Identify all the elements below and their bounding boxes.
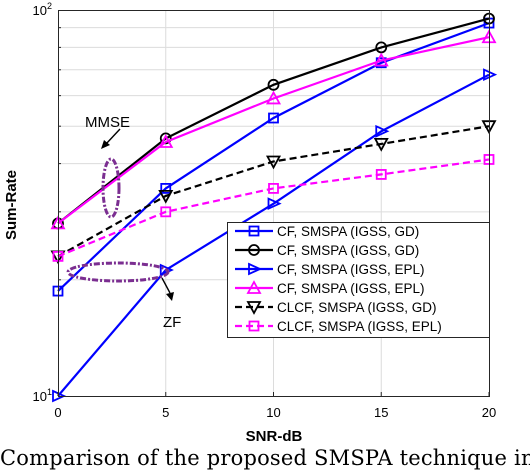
axis-ticks: 0 5 10 15 20 101 102 (33, 1, 497, 420)
legend-label: CLCF, SMSPA (IGSS, EPL) (277, 319, 442, 334)
legend-label: CF, SMSPA (IGSS, EPL) (277, 262, 425, 277)
legend-entry: CLCF, SMSPA (IGSS, EPL) (235, 319, 442, 334)
zf-label: ZF (163, 314, 181, 331)
series-line (57, 36, 490, 225)
data-point (265, 90, 282, 105)
legend-label: CF, SMSPA (IGSS, EPL) (277, 281, 425, 296)
series-line (57, 125, 490, 258)
legend-entry: CF, SMSPA (IGSS, GD) (235, 224, 419, 239)
data-point (375, 169, 387, 180)
zf-arrow (161, 277, 171, 294)
data-point (375, 124, 390, 138)
legend-label: CLCF, SMSPA (IGSS, GD) (277, 300, 437, 315)
data-point (268, 183, 279, 194)
series-line (57, 22, 490, 292)
data-point (158, 134, 174, 148)
mmse-label: MMSE (85, 114, 130, 131)
x-tick-label: 20 (482, 405, 496, 420)
legend-entry: CF, SMSPA (IGSS, EPL) (235, 262, 425, 277)
legend-entry: CF, SMSPA (IGSS, EPL) (235, 280, 425, 296)
legend-marker (246, 280, 262, 294)
y-tick-label: 102 (33, 1, 52, 18)
data-point (375, 41, 388, 54)
legend-label: CF, SMSPA (IGSS, GD) (277, 243, 419, 258)
annotations: MMSE ZF (66, 114, 181, 331)
data-point (160, 206, 172, 218)
legend-entry: CLCF, SMSPA (IGSS, GD) (235, 300, 437, 315)
sum-rate-chart: MMSE ZF 0 5 10 15 20 101 102 CF, SMSPA (IGSS, … (3, 1, 498, 445)
data-point (158, 189, 174, 204)
data-point (373, 137, 389, 152)
legend-marker (248, 225, 260, 237)
zf-arrowhead (166, 292, 174, 301)
x-tick-label: 5 (162, 405, 169, 420)
plot-frame (58, 10, 490, 397)
y-axis-label: Sum-Rate (3, 170, 20, 240)
legend-marker (246, 301, 262, 315)
legend-label: CF, SMSPA (IGSS, GD) (277, 224, 419, 239)
figure-caption: Comparison of the proposed SMSPA techniq… (0, 446, 530, 470)
data-point (267, 78, 280, 91)
series-line (57, 158, 490, 258)
mmse-arrow (105, 128, 121, 145)
data-point (268, 112, 279, 124)
data-point (373, 52, 389, 67)
mmse-ellipse (101, 157, 121, 219)
x-tick-label: 15 (374, 405, 388, 420)
grid-lines (58, 10, 489, 396)
x-tick-label: 10 (266, 405, 280, 420)
y-tick-label: 101 (33, 387, 52, 404)
data-point (160, 183, 172, 194)
legend-marker (248, 320, 260, 332)
legend-marker (248, 262, 263, 276)
data-point (265, 155, 282, 170)
mmse-arrowhead (101, 140, 110, 149)
data-point (267, 197, 282, 211)
series-line (57, 17, 490, 225)
x-axis-label: SNR-dB (246, 428, 303, 445)
legend-marker (248, 244, 260, 256)
series-line (57, 73, 490, 397)
zf-ellipse (66, 261, 170, 283)
legend-box (227, 222, 490, 338)
x-tick-label: 0 (54, 405, 61, 420)
legend: CF, SMSPA (IGSS, GD) CF, SMSPA (IGSS, GD)… (227, 222, 490, 338)
legend-entry: CF, SMSPA (IGSS, GD) (235, 243, 419, 258)
